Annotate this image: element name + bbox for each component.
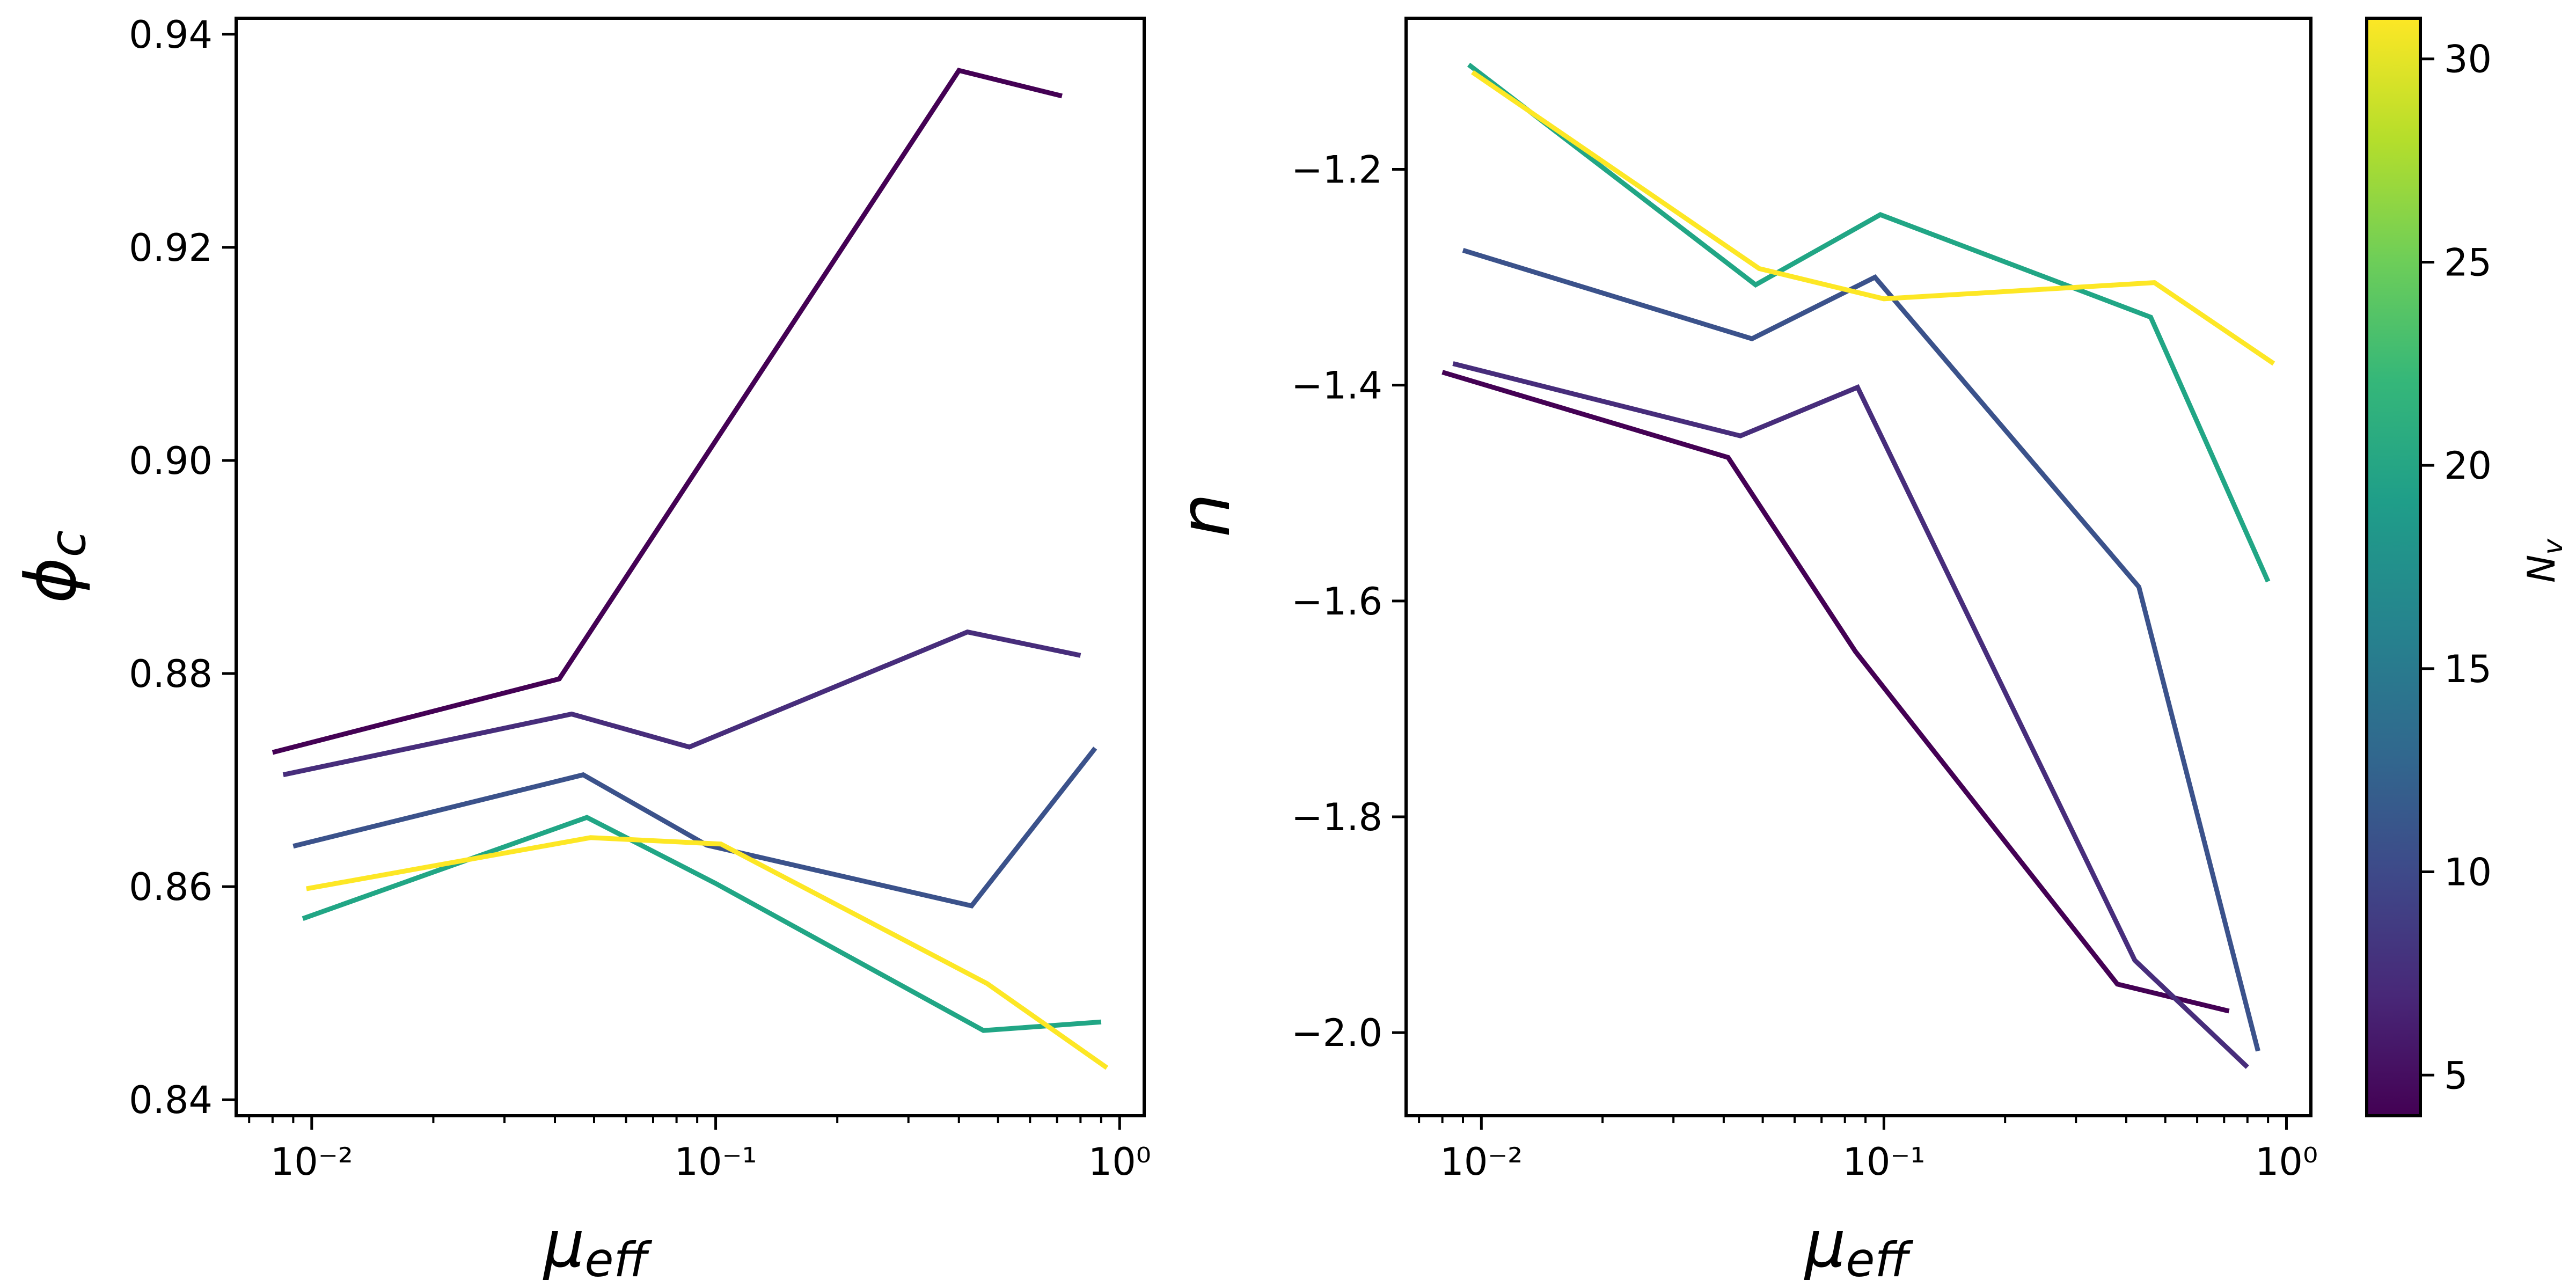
series-line-nv-31 (306, 835, 1109, 1070)
series-line-nv-7 (1452, 361, 2249, 1069)
series-line-nv-4 (272, 68, 1063, 755)
left-plot-x-ticks: 10⁻² 10⁻¹ 10⁰ (248, 1116, 1151, 1184)
x-tick-label: 10⁰ (1088, 1140, 1151, 1184)
x-tick-label: 10⁻² (1440, 1140, 1523, 1184)
left-plot-y-label: ϕc (10, 530, 97, 603)
y-tick-label: −1.8 (1291, 795, 1382, 839)
y-tick-label: −1.4 (1291, 364, 1382, 408)
y-tick-label: 0.92 (129, 226, 213, 270)
series-line-nv-4 (1441, 370, 2230, 1014)
y-tick-label: 0.84 (129, 1078, 213, 1122)
left-plot-x-label: μeff (543, 1208, 653, 1287)
right-plot-y-ticks: −2.0 −1.8 −1.6 −1.4 −1.2 (1291, 148, 1406, 1055)
colorbar-gradient (2365, 17, 2422, 1117)
y-tick-label: 0.94 (129, 13, 213, 57)
left-plot-phi-c: 10⁻² 10⁻¹ 10⁰ 0.84 0.86 0.88 0.90 0.92 0.94 μef… (10, 13, 1151, 1287)
x-tick-label: 10⁻¹ (675, 1140, 757, 1184)
y-tick-label: 0.88 (129, 652, 213, 696)
right-plot-y-label: n (1164, 493, 1246, 537)
series-line-nv-21 (1467, 62, 2271, 583)
series-line-nv-11 (292, 747, 1097, 909)
y-tick-label: 0.90 (129, 439, 213, 483)
left-plot-y-ticks: 0.84 0.86 0.88 0.90 0.92 0.94 (129, 13, 236, 1122)
right-plot-frame (1404, 17, 2312, 1117)
y-tick-label: −1.2 (1291, 148, 1382, 192)
right-plot-x-ticks: 10⁻² 10⁻¹ 10⁰ (1418, 1116, 2318, 1184)
x-tick-label: 10⁰ (2255, 1140, 2318, 1184)
left-plot-series (272, 68, 1109, 1070)
colorbar-tick-label: 15 (2444, 647, 2492, 691)
colorbar: 5 10 15 20 25 30 Nv (2365, 17, 2568, 1117)
y-tick-label: 0.86 (129, 865, 213, 909)
y-tick-label: −1.6 (1291, 580, 1382, 624)
colorbar-tick-label: 30 (2444, 38, 2492, 82)
series-line-nv-11 (1462, 247, 2260, 1052)
series-line-nv-21 (302, 815, 1102, 1033)
colorbar-label: Nv (2520, 538, 2568, 583)
colorbar-ticks: 5 10 15 20 25 30 (2420, 38, 2492, 1097)
y-tick-label: −2.0 (1291, 1011, 1382, 1055)
colorbar-tick-label: 20 (2444, 444, 2492, 488)
series-line-nv-31 (1471, 70, 2275, 366)
left-plot-frame (235, 17, 1146, 1117)
colorbar-tick-label: 25 (2444, 240, 2492, 284)
right-plot-series (1441, 62, 2275, 1069)
x-tick-label: 10⁻¹ (1842, 1140, 1925, 1184)
colorbar-tick-label: 10 (2444, 851, 2492, 895)
series-line-nv-7 (282, 629, 1081, 778)
colorbar-tick-label: 5 (2444, 1053, 2468, 1097)
right-plot-n: 10⁻² 10⁻¹ 10⁰ −2.0 −1.8 −1.6 −1.4 −1.2 μeff n (1164, 17, 2318, 1287)
right-plot-x-label: μeff (1804, 1208, 1914, 1287)
x-tick-label: 10⁻² (270, 1140, 353, 1184)
